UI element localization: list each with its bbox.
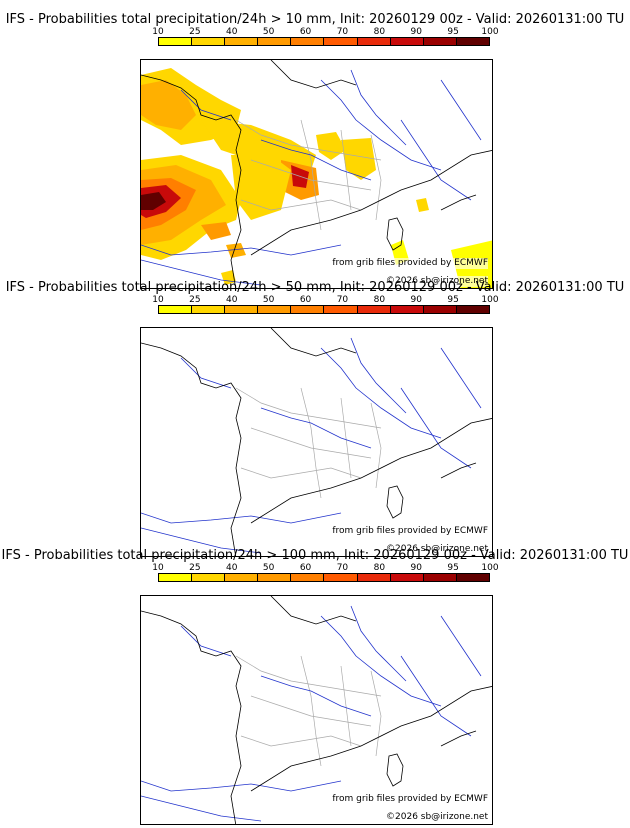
- colorbar-segment: [159, 38, 193, 45]
- colorbar-segment: [324, 574, 358, 581]
- colorbar-segment: [423, 574, 457, 581]
- colorbar-segment: [291, 306, 325, 313]
- colorbar-segment: [225, 306, 259, 313]
- map-view[interactable]: from grib files provided by ECMWF ©2026 …: [140, 595, 493, 825]
- colorbar-segment: [192, 306, 226, 313]
- colorbar-labels: 10 25 40 50 60 70 80 90 95 100: [148, 27, 500, 37]
- colorbar-tick-label: 10: [152, 27, 164, 37]
- coastlines: [141, 60, 492, 288]
- panel-title: IFS - Probabilities total precipitation/…: [5, 12, 625, 27]
- colorbar-tick-label: 60: [299, 563, 312, 573]
- colorbar-tick-label: 70: [336, 27, 349, 37]
- map-svg: [141, 328, 492, 556]
- colorbar-tick-label: 25: [189, 295, 201, 305]
- colorbar-segment: [390, 38, 424, 45]
- colorbar-segment: [159, 574, 193, 581]
- colorbar-tick-label: 60: [299, 27, 312, 37]
- colorbar-segment: [192, 574, 226, 581]
- rivers: [141, 605, 482, 822]
- source-note: from grib files provided by ECMWF: [332, 258, 488, 269]
- colorbar-labels: 10 25 40 50 60 70 80 90 95 100: [148, 295, 500, 305]
- colorbar-tick-label: 50: [262, 295, 275, 305]
- colorbar-tick-label: 95: [447, 295, 459, 305]
- colorbar-tick-label: 90: [410, 295, 422, 305]
- panel-title: IFS - Probabilities total precipitation/…: [1, 548, 629, 563]
- panel-title: IFS - Probabilities total precipitation/…: [5, 280, 625, 295]
- copyright-note: ©2026 sb@irizone.net: [386, 544, 488, 555]
- colorbar-segment: [324, 38, 358, 45]
- colorbar-segment: [291, 38, 325, 45]
- colorbar-segment: [291, 574, 325, 581]
- borders: [235, 655, 382, 767]
- colorbar-segment: [357, 306, 391, 313]
- coastlines: [141, 328, 492, 556]
- rivers: [141, 337, 482, 554]
- colorbar-segment: [258, 38, 292, 45]
- colorbar-tick-label: 80: [373, 295, 386, 305]
- colorbar-tick-label: 50: [262, 27, 275, 37]
- colorbar-segment: [456, 574, 489, 581]
- colorbar: [158, 573, 490, 582]
- colorbar-tick-label: 10: [152, 563, 164, 573]
- colorbar-segment: [390, 574, 424, 581]
- map-view[interactable]: from grib files provided by ECMWF ©2026 …: [140, 327, 493, 557]
- colorbar-segment: [357, 38, 391, 45]
- colorbar-segment: [225, 38, 259, 45]
- colorbar-tick-label: 70: [336, 295, 349, 305]
- colorbar-segment: [456, 38, 489, 45]
- colorbar: [158, 305, 490, 314]
- colorbar-tick-label: 40: [226, 563, 238, 573]
- colorbar-tick-label: 100: [481, 295, 499, 305]
- coastlines: [141, 596, 492, 824]
- colorbar-segment: [258, 306, 292, 313]
- source-note: from grib files provided by ECMWF: [332, 794, 488, 805]
- colorbar-tick-label: 40: [226, 27, 238, 37]
- colorbar-tick-label: 90: [410, 563, 422, 573]
- colorbar-tick-label: 100: [481, 27, 499, 37]
- colorbar-segment: [423, 306, 457, 313]
- colorbar-segment: [390, 306, 424, 313]
- borders: [235, 119, 382, 231]
- colorbar-tick-label: 70: [336, 563, 349, 573]
- colorbar-tick-label: 40: [226, 295, 238, 305]
- map-view[interactable]: from grib files provided by ECMWF ©2026 …: [140, 59, 493, 289]
- colorbar-segment: [159, 306, 193, 313]
- colorbar-tick-label: 10: [152, 295, 164, 305]
- colorbar-segment: [456, 306, 489, 313]
- map-svg: [141, 596, 492, 824]
- map-svg: [141, 60, 492, 288]
- colorbar-tick-label: 80: [373, 27, 386, 37]
- panel-50mm: IFS - Probabilities total precipitation/…: [0, 280, 630, 557]
- borders: [235, 387, 382, 499]
- colorbar-segment: [423, 38, 457, 45]
- colorbar-tick-label: 25: [189, 27, 201, 37]
- colorbar-tick-label: 95: [447, 563, 459, 573]
- colorbar: [158, 37, 490, 46]
- colorbar-segment: [324, 306, 358, 313]
- colorbar-segment: [192, 38, 226, 45]
- panel-100mm: IFS - Probabilities total precipitation/…: [0, 548, 630, 825]
- source-note: from grib files provided by ECMWF: [332, 526, 488, 537]
- panel-10mm: IFS - Probabilities total precipitation/…: [0, 12, 630, 289]
- colorbar-tick-label: 50: [262, 563, 275, 573]
- rivers: [141, 69, 482, 286]
- colorbar-tick-label: 90: [410, 27, 422, 37]
- copyright-note: ©2026 sb@irizone.net: [386, 812, 488, 823]
- colorbar-segment: [357, 574, 391, 581]
- colorbar-tick-label: 25: [189, 563, 201, 573]
- copyright-note: ©2026 sb@irizone.net: [386, 276, 488, 287]
- colorbar-tick-label: 60: [299, 295, 312, 305]
- colorbar-labels: 10 25 40 50 60 70 80 90 95 100: [148, 563, 500, 573]
- colorbar-segment: [258, 574, 292, 581]
- colorbar-tick-label: 100: [481, 563, 499, 573]
- colorbar-segment: [225, 574, 259, 581]
- colorbar-tick-label: 80: [373, 563, 386, 573]
- colorbar-tick-label: 95: [447, 27, 459, 37]
